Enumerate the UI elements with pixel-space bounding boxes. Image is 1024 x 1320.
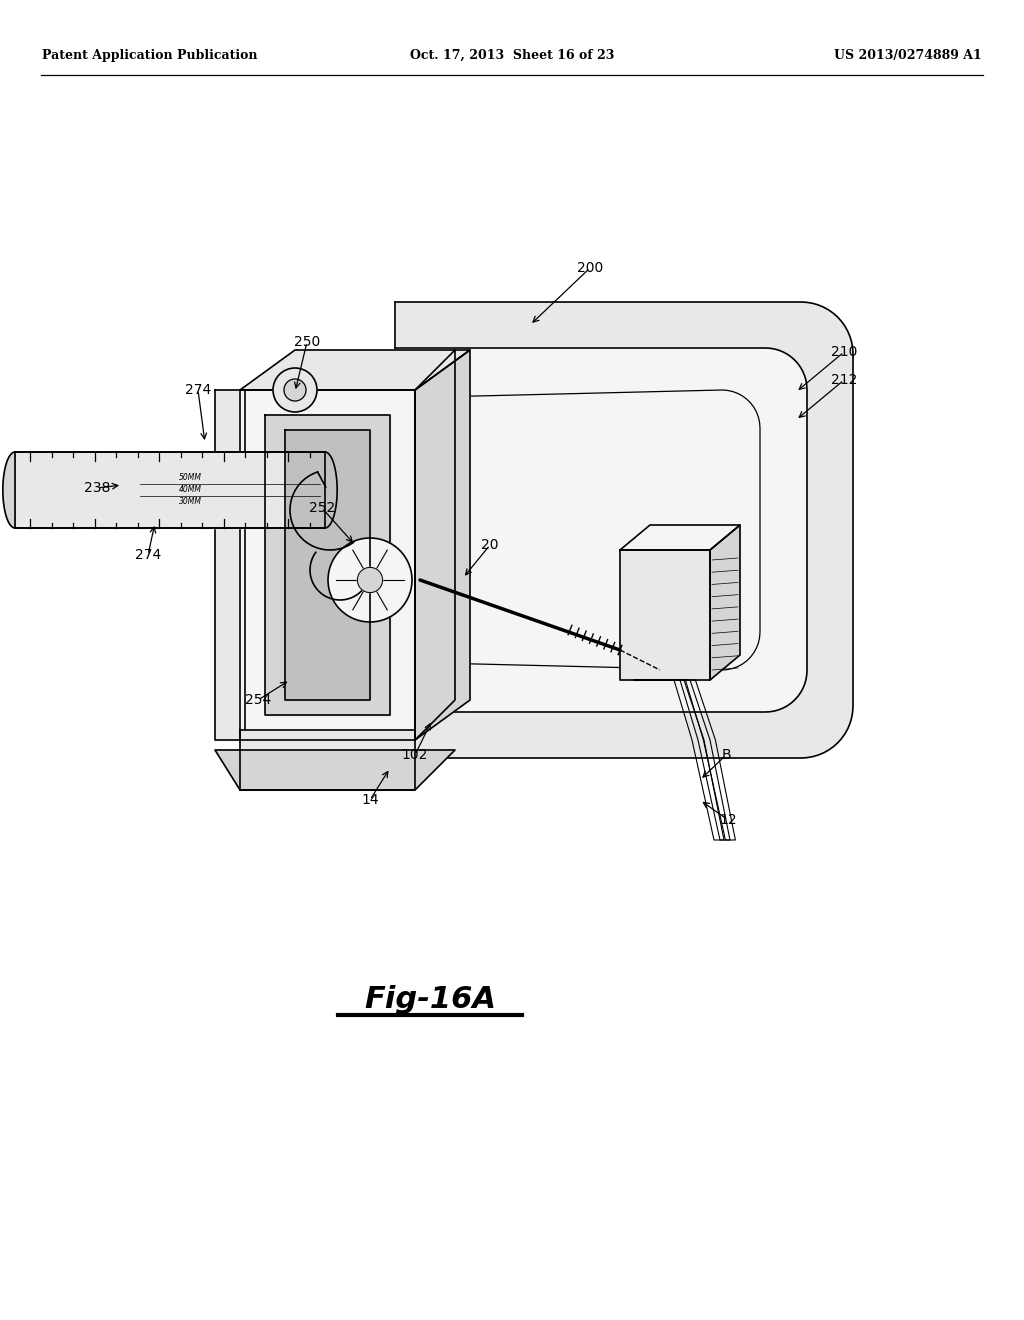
Text: 274: 274 — [135, 548, 161, 562]
Text: 252: 252 — [309, 502, 335, 515]
Text: 210: 210 — [830, 345, 857, 359]
Circle shape — [328, 539, 412, 622]
Text: 274: 274 — [185, 383, 211, 397]
Text: 30MM: 30MM — [178, 498, 202, 507]
Text: 254: 254 — [245, 693, 271, 708]
Text: Fig-16A: Fig-16A — [364, 985, 496, 1014]
Text: 40MM: 40MM — [178, 486, 202, 495]
Polygon shape — [395, 348, 807, 711]
Polygon shape — [265, 414, 390, 715]
Polygon shape — [240, 389, 415, 741]
Circle shape — [357, 568, 383, 593]
Polygon shape — [415, 350, 470, 741]
Polygon shape — [240, 730, 415, 789]
Polygon shape — [240, 350, 470, 389]
Polygon shape — [285, 430, 370, 700]
Polygon shape — [395, 302, 853, 758]
Polygon shape — [215, 389, 245, 741]
Text: 102: 102 — [401, 748, 428, 762]
Polygon shape — [620, 550, 710, 680]
Text: 20: 20 — [481, 539, 499, 552]
Text: US 2013/0274889 A1: US 2013/0274889 A1 — [835, 49, 982, 62]
Text: 238: 238 — [84, 480, 111, 495]
Text: 200: 200 — [577, 261, 603, 275]
Circle shape — [284, 379, 306, 401]
Text: 12: 12 — [719, 813, 737, 828]
Polygon shape — [620, 525, 740, 550]
Text: 212: 212 — [830, 374, 857, 387]
Polygon shape — [215, 750, 455, 789]
Text: 50MM: 50MM — [178, 474, 202, 483]
Text: B: B — [721, 748, 731, 762]
Polygon shape — [710, 525, 740, 680]
Text: Oct. 17, 2013  Sheet 16 of 23: Oct. 17, 2013 Sheet 16 of 23 — [410, 49, 614, 62]
Text: 14: 14 — [361, 793, 379, 807]
Text: 250: 250 — [294, 335, 321, 348]
Polygon shape — [415, 350, 455, 741]
Circle shape — [273, 368, 317, 412]
Text: Patent Application Publication: Patent Application Publication — [42, 49, 257, 62]
Polygon shape — [15, 451, 325, 528]
Polygon shape — [3, 451, 15, 528]
